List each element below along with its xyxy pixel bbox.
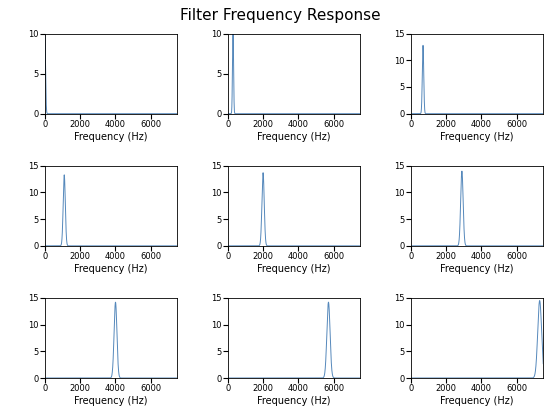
X-axis label: Frequency (Hz): Frequency (Hz) [74, 396, 148, 406]
X-axis label: Frequency (Hz): Frequency (Hz) [74, 264, 148, 274]
X-axis label: Frequency (Hz): Frequency (Hz) [440, 264, 514, 274]
X-axis label: Frequency (Hz): Frequency (Hz) [257, 132, 331, 142]
X-axis label: Frequency (Hz): Frequency (Hz) [440, 132, 514, 142]
Text: Filter Frequency Response: Filter Frequency Response [180, 8, 380, 24]
X-axis label: Frequency (Hz): Frequency (Hz) [440, 396, 514, 406]
X-axis label: Frequency (Hz): Frequency (Hz) [257, 264, 331, 274]
X-axis label: Frequency (Hz): Frequency (Hz) [257, 396, 331, 406]
X-axis label: Frequency (Hz): Frequency (Hz) [74, 132, 148, 142]
